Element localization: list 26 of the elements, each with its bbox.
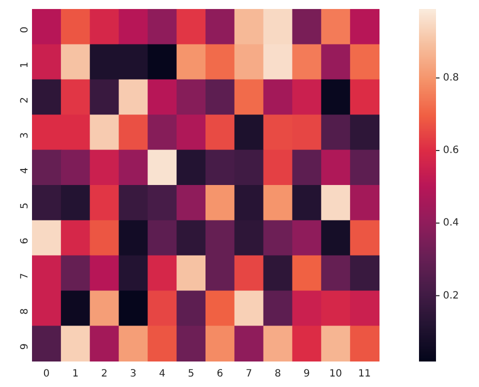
color-bar-label: 0.2 xyxy=(443,290,459,302)
x-tick-label: 9 xyxy=(304,368,310,380)
x-tick-label: 2 xyxy=(101,368,108,380)
color-bar-label: 0.6 xyxy=(443,145,459,156)
x-tick-label: 7 xyxy=(246,368,252,380)
x-tick-label: 11 xyxy=(358,368,371,380)
x-tick-label: 5 xyxy=(188,368,194,380)
x-tick-label: 1 xyxy=(72,368,79,380)
color-bar-label: 0.8 xyxy=(443,72,459,84)
x-tick-label: 4 xyxy=(158,368,166,380)
y-tick-label: 1 xyxy=(20,62,31,68)
y-tick-label: 3 xyxy=(20,132,31,139)
y-tick-label: 4 xyxy=(20,167,31,174)
x-tick-label: 0 xyxy=(43,368,50,380)
y-tick-label: 8 xyxy=(20,308,31,315)
x-tick-label: 6 xyxy=(216,368,224,380)
x-tick-label: 3 xyxy=(130,368,136,380)
y-tick-label: 5 xyxy=(20,202,31,209)
y-tick-label: 2 xyxy=(20,97,31,104)
x-tick-label: 8 xyxy=(274,368,281,380)
y-tick-label: 6 xyxy=(20,238,31,244)
y-tick-label: 7 xyxy=(20,273,31,280)
x-tick-label: 10 xyxy=(329,368,342,380)
color-bar-label: 0.4 xyxy=(443,218,459,229)
y-tick-label: 9 xyxy=(20,343,31,350)
y-tick-label: 0 xyxy=(20,26,31,33)
